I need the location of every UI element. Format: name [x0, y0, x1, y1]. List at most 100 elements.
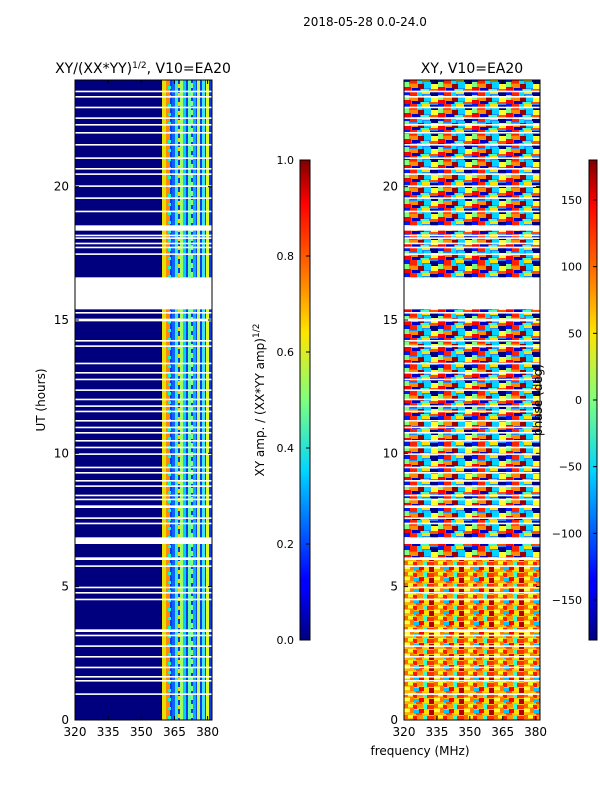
colorbar-amp-ticks: 0.0 0.2 0.4 0.6 0.8 1.0 [277, 154, 310, 647]
phase-flagged-row [404, 656, 540, 658]
amp-flagged-row [75, 466, 212, 469]
phase-x-tick-label: 380 [524, 725, 547, 739]
phase-x-tick-label: 335 [425, 725, 448, 739]
panel-amplitude-title: XY/(XX*YY)1/2, V10=EA20 [55, 61, 231, 77]
colorbar-amp-label: XY amp. / (XX*YY amp)1/2 [252, 324, 267, 477]
phase-flagged-row [404, 389, 540, 391]
phase-flagged-row [404, 440, 540, 442]
phase-flagged-row [404, 498, 540, 501]
phase-flagged-row [404, 485, 540, 487]
phase-x-tick-label: 365 [491, 725, 514, 739]
amp-y-tick-label: 10 [54, 446, 69, 460]
amp-flagged-row [75, 453, 212, 455]
phase-flagged-row [404, 277, 540, 310]
amp-flagged-row [75, 96, 212, 98]
amp-x-tick-label: 335 [97, 725, 120, 739]
amp-flagged-row [75, 498, 212, 501]
phase-flagged-row [404, 168, 540, 170]
heatmap-phase-lower [404, 560, 540, 720]
amp-flagged-row [75, 598, 212, 601]
panel-amplitude: XY/(XX*YY)1/2, V10=EA20 320 335 350 365 380 … [34, 61, 231, 739]
phase-flagged-row [404, 157, 540, 159]
amp-flagged-row [75, 432, 212, 434]
amp-flagged-row [75, 197, 212, 199]
phase-flagged-row [404, 318, 540, 322]
phase-flagged-row [404, 362, 540, 365]
phase-flagged-row [404, 312, 540, 314]
amp-flagged-row [75, 666, 212, 669]
phase-flagged-row [404, 446, 540, 449]
phase-colorbar-tick-label: 50 [568, 327, 582, 340]
amp-flagged-row [75, 185, 212, 187]
amp-flagged-row [75, 485, 212, 487]
colorbar-phase-ticks: −150 −100 −50 0 50 100 150 [552, 194, 597, 607]
phase-flagged-row [404, 522, 540, 525]
amp-flagged-row [75, 106, 212, 109]
amp-flagged-row [75, 410, 212, 413]
phase-flagged-row [404, 645, 540, 647]
amp-y-tick-label: 5 [61, 580, 69, 594]
amp-flagged-row [75, 440, 212, 442]
phase-flagged-row [404, 432, 540, 434]
phase-x-tick-label: 320 [393, 725, 416, 739]
heatmap-phase-flagged-rows [404, 90, 540, 695]
amp-flagged-row [75, 340, 212, 342]
heatmap-amp-frame [74, 79, 213, 721]
amp-flagged-row [75, 389, 212, 391]
amp-flagged-row [75, 680, 212, 682]
phase-flagged-row [404, 372, 540, 374]
panel-phase-title: XY, V10=EA20 [421, 61, 523, 77]
phase-flagged-row [404, 426, 540, 429]
phase-flagged-row [404, 586, 540, 589]
phase-colorbar-tick-label: −150 [552, 594, 582, 607]
phase-colorbar-tick-label: −100 [552, 527, 582, 540]
phase-flagged-row [404, 144, 540, 146]
amp-x-tick-label: 320 [64, 725, 87, 739]
phase-colorbar-tick-label: 100 [561, 261, 582, 274]
phase-y-tick-label: 0 [390, 713, 398, 727]
amp-x-tick-label: 380 [196, 725, 219, 739]
amp-colorbar-tick-label: 1.0 [277, 154, 295, 167]
amp-flagged-row [75, 565, 212, 567]
phase-flagged-row [404, 237, 540, 239]
amp-colorbar-tick-label: 0.0 [277, 634, 295, 647]
phase-colorbar-tick-label: −50 [559, 461, 582, 474]
phase-flagged-row [404, 420, 540, 422]
amp-flagged-row [75, 242, 212, 245]
phase-flagged-row [404, 246, 540, 249]
amp-flagged-row [75, 586, 212, 589]
phase-flagged-row [404, 505, 540, 508]
amp-flagged-row [75, 634, 212, 637]
phase-flagged-row [404, 410, 540, 413]
amp-x-tick-label: 365 [163, 725, 186, 739]
phase-flagged-row [404, 132, 540, 134]
amp-flagged-row [75, 405, 212, 407]
phase-flagged-row [404, 453, 540, 455]
phase-y-tick-label: 15 [383, 313, 398, 327]
amp-flagged-row [75, 426, 212, 429]
amp-flagged-row [75, 420, 212, 422]
phase-flagged-row [404, 106, 540, 109]
phase-flagged-row [404, 680, 540, 682]
amp-flagged-row [75, 157, 212, 159]
phase-flagged-row [404, 494, 540, 497]
amp-flagged-row [75, 676, 212, 678]
phase-flagged-row [404, 253, 540, 255]
amp-flagged-row [75, 537, 212, 544]
amp-flagged-row [75, 234, 212, 237]
colorbar-amplitude: 0.0 0.2 0.4 0.6 0.8 1.0 XY amp. / (XX*YY amp)… [252, 154, 311, 647]
amp-flagged-row [75, 124, 212, 126]
colorbar-phase: −150 −100 −50 0 50 100 150 phase (deg) [531, 159, 598, 641]
phase-flagged-row [404, 592, 540, 594]
phase-flagged-row [404, 472, 540, 474]
amp-y-tick-label: 20 [54, 180, 69, 194]
amp-flagged-row [75, 173, 212, 175]
phase-flagged-row [404, 340, 540, 342]
amp-flagged-row [75, 378, 212, 381]
amp-y-axis-label: UT (hours) [34, 368, 48, 431]
phase-flagged-row [404, 242, 540, 245]
amp-flagged-row [75, 237, 212, 239]
phase-y-tick-label: 5 [390, 580, 398, 594]
phase-flagged-row [404, 96, 540, 98]
amp-y-tick-label: 15 [54, 313, 69, 327]
